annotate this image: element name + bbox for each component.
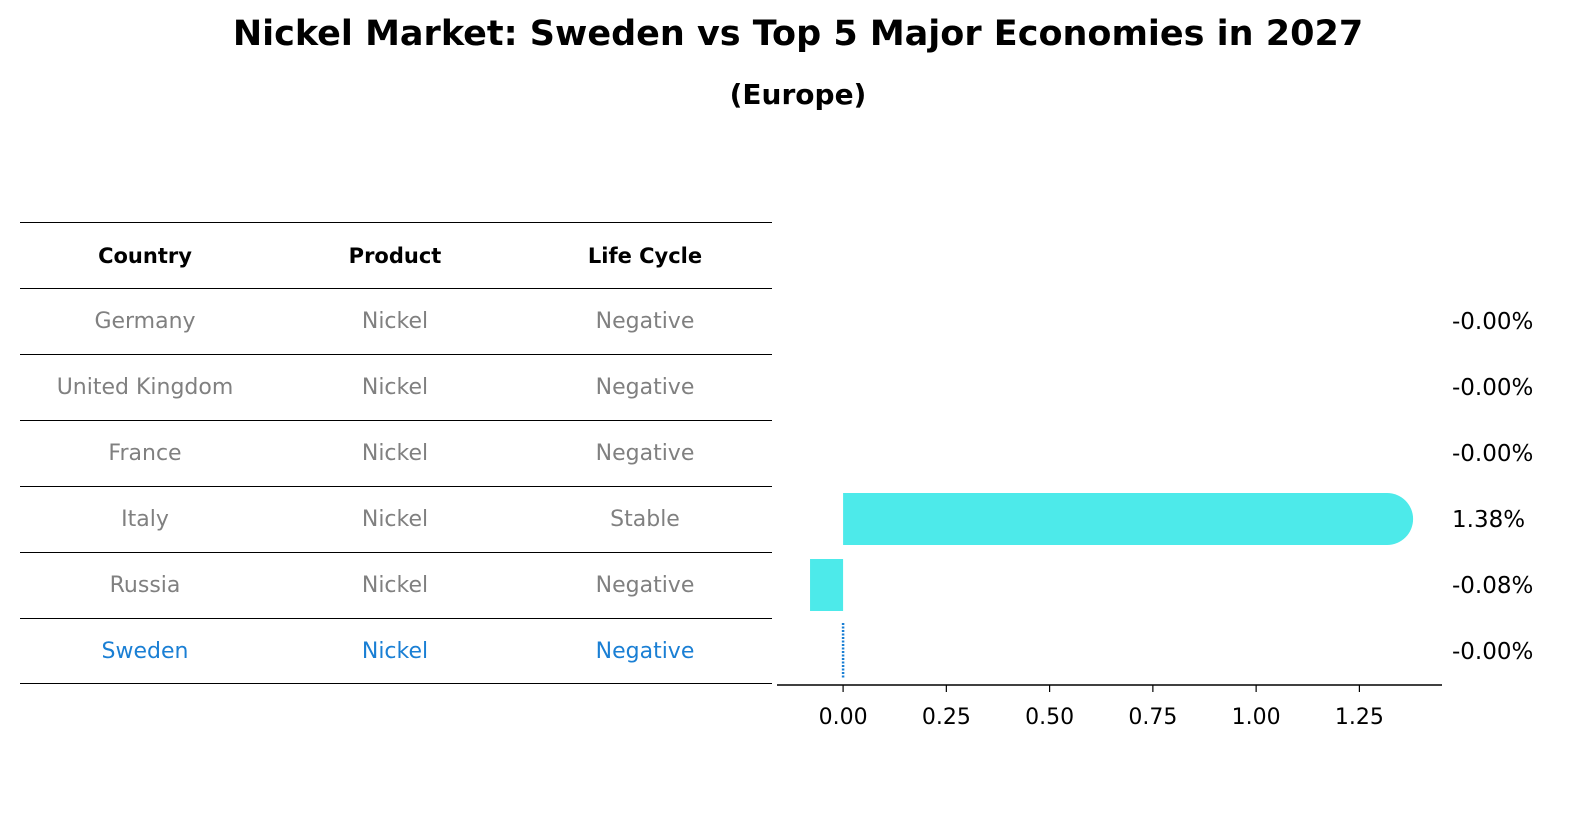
header-product: Product: [348, 243, 442, 268]
cell-life-cycle: Negative: [595, 638, 695, 664]
country-table: Country Product Life Cycle Germany Nicke…: [20, 222, 772, 684]
cell-life-cycle: Stable: [610, 507, 680, 532]
bar: [810, 559, 844, 611]
value-label: -0.00%: [1452, 309, 1533, 335]
table-row: Russia Nickel Negative: [20, 552, 772, 618]
header-country: Country: [98, 243, 192, 268]
cell-product: Nickel: [361, 375, 429, 400]
cell-life-cycle: Negative: [595, 573, 695, 598]
cell-country: Germany: [94, 309, 196, 334]
bar: [843, 493, 1414, 545]
x-tick-label: 0.00: [819, 705, 868, 730]
value-label: -0.08%: [1452, 573, 1533, 599]
chart-title: Nickel Market: Sweden vs Top 5 Major Eco…: [232, 14, 1364, 54]
table-row: Germany Nickel Negative: [20, 288, 772, 354]
cell-country: Russia: [109, 573, 181, 598]
cell-country: Sweden: [101, 638, 189, 664]
value-label: -0.00%: [1452, 375, 1533, 401]
cell-country: United Kingdom: [56, 375, 234, 400]
table-row: France Nickel Negative: [20, 420, 772, 486]
x-tick-label: 1.25: [1335, 705, 1384, 730]
cell-product: Nickel: [361, 507, 429, 532]
x-tick-label: 0.75: [1128, 705, 1177, 730]
x-tick-label: 1.00: [1232, 705, 1281, 730]
cell-life-cycle: Negative: [595, 441, 695, 466]
value-label: 1.38%: [1452, 507, 1525, 533]
x-tick-label: 0.25: [922, 705, 971, 730]
cell-product: Nickel: [361, 638, 429, 664]
table-row: Italy Nickel Stable: [20, 486, 772, 552]
chart-subtitle: (Europe): [729, 78, 867, 111]
cell-life-cycle: Negative: [595, 375, 695, 400]
cell-product: Nickel: [361, 441, 429, 466]
table-row-highlighted: Sweden Nickel Negative: [20, 618, 772, 684]
cell-country: France: [108, 441, 182, 466]
x-tick-label: 0.50: [1025, 705, 1074, 730]
cell-product: Nickel: [361, 573, 429, 598]
cell-life-cycle: Negative: [595, 309, 695, 334]
value-label: -0.00%: [1452, 639, 1533, 665]
table-row: United Kingdom Nickel Negative: [20, 354, 772, 420]
cell-product: Nickel: [361, 309, 429, 334]
header-life-cycle: Life Cycle: [587, 243, 703, 268]
cell-country: Italy: [121, 507, 169, 532]
value-label: -0.00%: [1452, 441, 1533, 467]
table-header-row: Country Product Life Cycle: [20, 222, 772, 288]
